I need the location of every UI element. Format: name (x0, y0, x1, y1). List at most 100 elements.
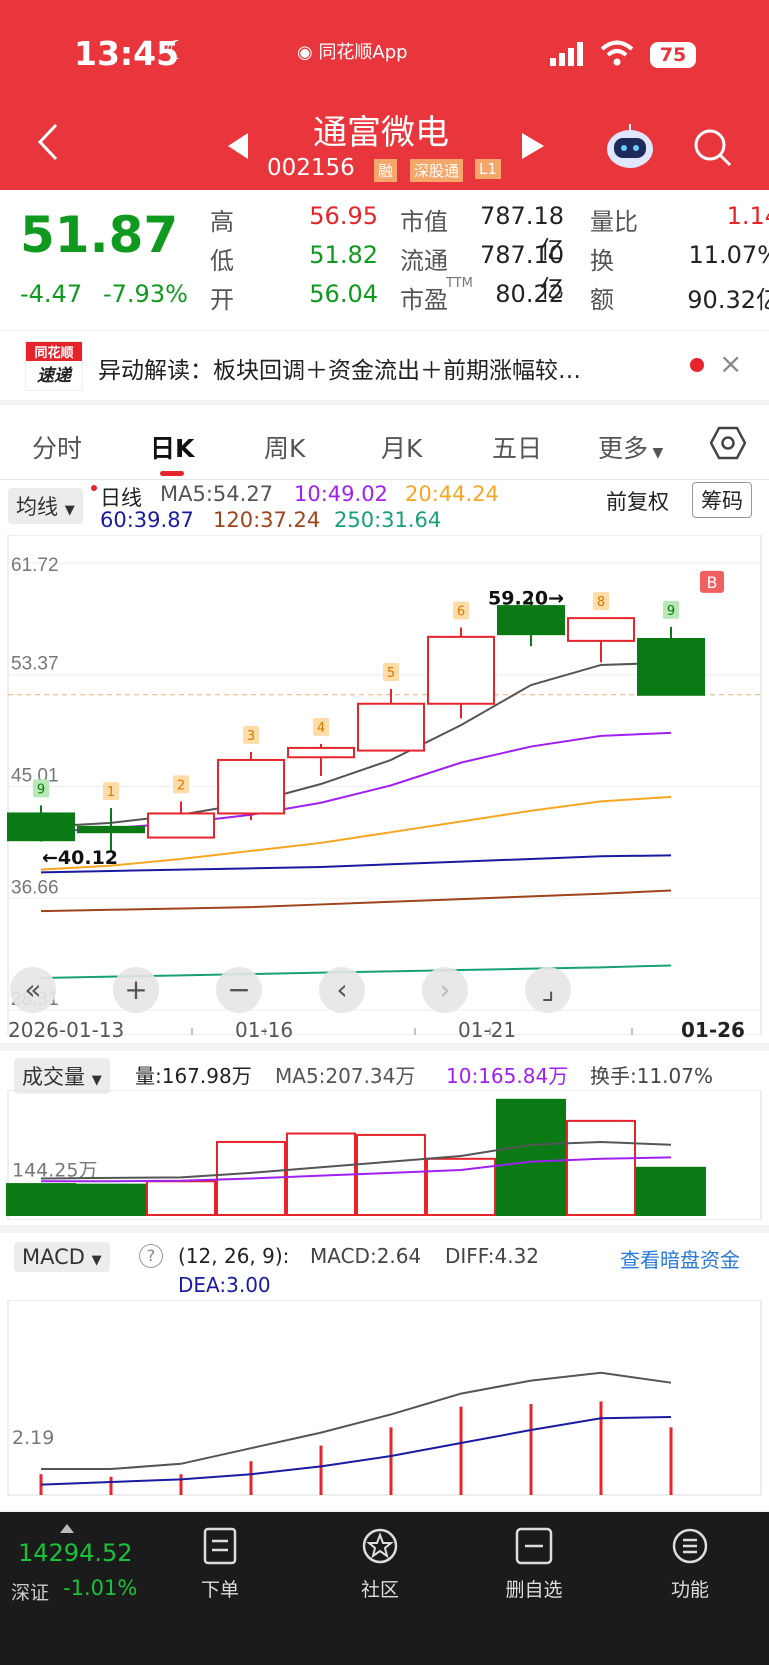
td-count-label: 8 (597, 595, 605, 610)
close-icon[interactable]: × (719, 347, 743, 380)
period-tabs: 分时 日K 周K 月K 五日 更多 ▼ (0, 405, 769, 480)
expand-up-icon[interactable] (60, 1524, 74, 1533)
prev-stock-icon[interactable] (228, 133, 250, 163)
macd-selector[interactable]: MACD ▼ (14, 1242, 110, 1272)
kline-period: 日线 (100, 486, 142, 510)
volume-label: 量:167.98万 (135, 1064, 252, 1088)
nav-function[interactable]: 功能 (640, 1527, 740, 1602)
tab-week-k[interactable]: 周K (264, 434, 306, 463)
volume-chart[interactable]: 144.25万 (0, 1090, 769, 1220)
nav-community[interactable]: 社区 (330, 1527, 430, 1602)
signal-icon (550, 42, 586, 70)
fullscreen-icon[interactable] (525, 967, 571, 1013)
dropdown-icon: ▼ (648, 445, 664, 461)
diff-line (41, 1371, 672, 1470)
stock-code: 002156 (267, 155, 355, 181)
td-count-label: 9 (37, 782, 45, 797)
right-icon[interactable] (422, 967, 468, 1013)
volume-frame (7, 1090, 762, 1220)
tab-fenshi[interactable]: 分时 (32, 434, 83, 463)
zoom-out-glyph: − (227, 973, 250, 1006)
volume-bar (76, 1183, 146, 1216)
dark-pool-link[interactable]: 查看暗盘资金 (620, 1248, 740, 1272)
td-count-badge (663, 600, 679, 619)
td-count-label: 6 (457, 604, 465, 619)
tab-active-indicator (160, 471, 184, 476)
index-value[interactable]: 14294.52 (18, 1539, 133, 1567)
zoom-in-icon[interactable] (113, 967, 159, 1013)
tab-day-k[interactable]: 日K (150, 434, 195, 463)
left-glyph: ‹ (336, 973, 347, 1006)
rewind-glyph: « (24, 973, 41, 1006)
tab-five-day[interactable]: 五日 (492, 434, 543, 463)
zoom-in-glyph: + (124, 973, 147, 1006)
nav-order[interactable]: 下单 (170, 1527, 270, 1602)
news-banner[interactable]: 同花顺 速递 异动解读：板块回调＋资金流出＋前期涨幅较… × (0, 330, 769, 400)
macd-frame (7, 1300, 762, 1496)
nav-remove-watchlist[interactable]: 删自选 (484, 1527, 584, 1602)
candle-body (427, 635, 495, 705)
last-price: 51.87 (20, 206, 179, 264)
stat-label: 市盈 (400, 286, 448, 314)
candle-body (147, 812, 215, 839)
dea-line (40, 1416, 672, 1486)
left-icon[interactable] (319, 967, 365, 1013)
macd-chart[interactable]: 2.19 (0, 1300, 769, 1500)
macd-params: (12, 26, 9): (178, 1244, 290, 1268)
stat-label: 开 (210, 286, 234, 314)
ma-selector[interactable]: 均线 ▼ (8, 488, 83, 524)
dea-value: DEA:3.00 (178, 1273, 271, 1297)
fuquan-button[interactable]: 前复权 (606, 490, 669, 514)
ma120-label: 120:37.24 (213, 508, 321, 532)
vol-ma5-line (40, 1140, 672, 1180)
tag-l1: L1 (475, 159, 501, 179)
candle-body (7, 812, 75, 842)
stat-label: 市值 (400, 208, 448, 236)
td-count-badge (33, 779, 49, 798)
volume-bar (356, 1133, 426, 1216)
stat-label: 低 (210, 247, 234, 275)
tab-more[interactable]: 更多 ▼ (598, 434, 664, 463)
candle-body (637, 637, 705, 696)
ma120-line (40, 889, 672, 913)
turnover-label: 换手:11.07% (590, 1064, 713, 1088)
x-label-0121: 01-21 (458, 1018, 517, 1042)
settings-icon[interactable] (709, 425, 747, 465)
unread-dot (690, 358, 704, 372)
search-icon[interactable] (693, 128, 733, 172)
vol-tick-label: 144.25万 (12, 1159, 97, 1181)
td-count-badge (103, 782, 119, 801)
app-logo-icon: ◉ (297, 42, 319, 63)
kline-chart[interactable]: 61.7253.3745.0136.6628.3191234568959.20→… (0, 535, 769, 1035)
news-logo: 同花顺 速递 (25, 341, 83, 391)
rewind-icon[interactable] (10, 967, 56, 1013)
pe-ttm-label: TTM (446, 276, 473, 291)
tag-shengutong: 深股通 (410, 159, 464, 182)
volume-bar (146, 1180, 216, 1216)
volume-bar (566, 1119, 636, 1217)
back-icon[interactable] (36, 122, 60, 166)
stat-value: 787.18亿 (480, 202, 564, 264)
volume-selector[interactable]: 成交量 ▼ (14, 1058, 110, 1094)
chouma-button[interactable]: 筹码 (692, 482, 752, 518)
volume-bar (496, 1098, 566, 1216)
stat-label: 换 (590, 247, 614, 275)
help-icon[interactable]: ? (139, 1244, 163, 1268)
zoom-out-icon[interactable] (216, 967, 262, 1013)
candle-body (497, 605, 565, 636)
header-bar: 13:45 ☾ ◉ 同花顺App 75 通富微电 002156 融 深股通 L1 (0, 0, 769, 190)
battery-icon: 75 (650, 42, 696, 68)
stat-value: 56.95 (309, 202, 378, 230)
robot-assistant-icon[interactable] (605, 122, 655, 174)
candle-body (217, 758, 285, 815)
chart-area: 均线 ▼ 日线 MA5:54.27 10:49.02 20:44.24 60:3… (0, 480, 769, 1510)
menu-icon (672, 1528, 708, 1564)
next-stock-icon[interactable] (522, 133, 544, 163)
high-marker: 59.20→ (488, 588, 564, 610)
td-count-label: 9 (667, 604, 675, 619)
remove-watchlist-icon (515, 1527, 553, 1565)
tab-month-k[interactable]: 月K (381, 434, 423, 463)
stat-label: 流通 (400, 247, 448, 275)
fullscreen-glyph: ⌟ (541, 973, 554, 1006)
candle-body (357, 702, 425, 752)
